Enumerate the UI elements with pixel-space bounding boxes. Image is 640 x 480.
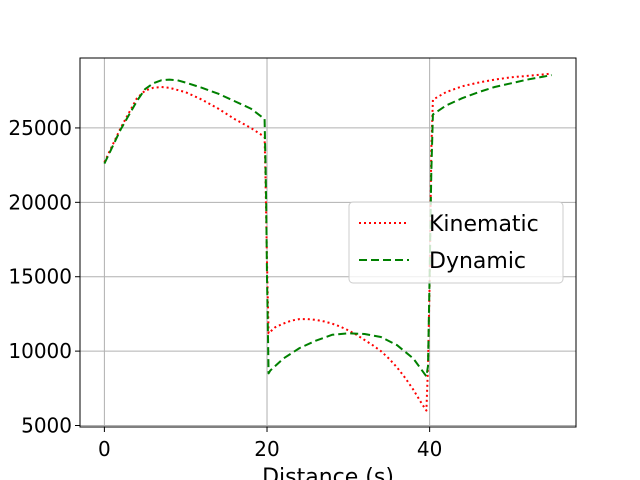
y-tick-label: 20000 <box>8 190 72 214</box>
legend: Kinematic Dynamic <box>348 201 564 284</box>
y-tick-label: 15000 <box>8 265 72 289</box>
legend-box <box>348 201 564 284</box>
x-ticks: 0 20 40 <box>98 427 442 461</box>
series-line-dynamic <box>103 74 552 378</box>
y-tick-label: 5000 <box>21 414 72 438</box>
legend-label-kinematic: Kinematic <box>429 212 539 237</box>
y-tick-label: 10000 <box>8 339 72 363</box>
x-tick-label: 40 <box>417 437 442 461</box>
x-axis-title: Distance (s) <box>262 465 394 480</box>
y-tick-label: 25000 <box>8 116 72 140</box>
series-layer <box>103 72 552 412</box>
x-tick-label: 20 <box>254 437 279 461</box>
plot-frame <box>79 57 577 428</box>
x-tick-label: 0 <box>98 437 111 461</box>
legend-label-dynamic: Dynamic <box>429 249 526 274</box>
y-ticks: 5000 10000 15000 20000 25000 <box>8 116 80 438</box>
